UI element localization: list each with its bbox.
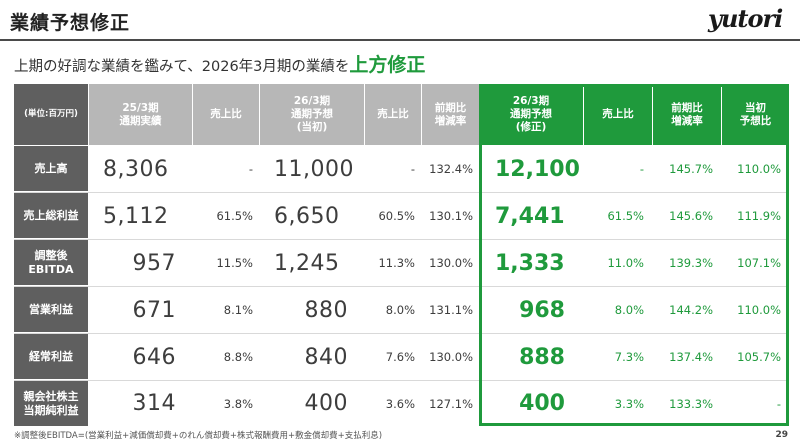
row-label: 売上高	[14, 146, 88, 192]
row-label: 営業利益	[14, 287, 88, 333]
header-unit: (単位:百万円)	[14, 84, 88, 145]
header-ratio-2: 売上比	[365, 84, 421, 145]
cell-value: 11.0%	[607, 256, 644, 270]
cell-value: 11,000	[274, 156, 354, 182]
cell-value: 8,306	[103, 156, 169, 182]
cell-value: 3.8%	[223, 396, 253, 411]
cell-value: 5,112	[103, 203, 169, 229]
cell-value: -	[248, 162, 253, 176]
table-row: 売上高 8,306 - 11,000 - 132.4% 12,100 - 145…	[14, 146, 789, 193]
cell-value: 110.0%	[737, 303, 781, 317]
cell-value: 107.1%	[737, 256, 781, 270]
header-ratio-3: 売上比	[584, 84, 652, 145]
row-label: 売上総利益	[14, 193, 88, 239]
cell-value: 133.3%	[669, 396, 713, 411]
cell-value: 1,333	[495, 250, 565, 276]
header-ratio-1: 売上比	[193, 84, 259, 145]
cell-value: 1,245	[274, 250, 340, 276]
header-fy26-revised: 26/3期 通期予想 (修正)	[479, 84, 583, 145]
cell-value: 646	[132, 344, 176, 370]
title-divider	[0, 39, 800, 41]
cell-value: 130.0%	[429, 350, 473, 364]
cell-value: 61.5%	[216, 209, 253, 223]
cell-value: 314	[132, 391, 176, 416]
table-row: 経常利益 646 8.8% 840 7.6% 130.0% 888 7.3% 1…	[14, 334, 789, 381]
cell-value: 130.1%	[429, 209, 473, 223]
cell-value: 968	[519, 297, 565, 323]
table-row: 売上総利益 5,112 61.5% 6,650 60.5% 130.1% 7,4…	[14, 193, 789, 240]
cell-value: 400	[519, 391, 565, 416]
cell-value: 145.7%	[669, 162, 713, 176]
row-label: 経常利益	[14, 334, 88, 380]
header-vs-initial: 当初 予想比	[722, 84, 789, 145]
cell-value: 7.6%	[385, 350, 415, 364]
cell-value: 840	[304, 344, 348, 370]
cell-value: 6,650	[274, 203, 340, 229]
cell-value: -	[639, 162, 644, 176]
logo-wordmark: yutori	[707, 4, 783, 33]
cell-value: 11.5%	[216, 256, 253, 270]
cell-value: -	[410, 162, 415, 176]
cell-value: 671	[132, 297, 176, 323]
subtitle-highlight: 上方修正	[349, 54, 426, 76]
cell-value: 8.0%	[614, 303, 644, 317]
cell-value: 7,441	[495, 203, 565, 229]
cell-value: 144.2%	[669, 303, 713, 317]
table-row: 親会社株主 当期純利益 314 3.8% 400 3.6% 127.1% 400…	[14, 381, 789, 426]
cell-value: 131.1%	[429, 303, 473, 317]
cell-value: 60.5%	[378, 209, 415, 223]
cell-value: 105.7%	[737, 350, 781, 364]
cell-value: -	[776, 396, 781, 411]
header-yoy-2: 前期比 増減率	[653, 84, 721, 145]
cell-value: 888	[519, 344, 565, 370]
cell-value: 8.8%	[223, 350, 253, 364]
cell-value: 7.3%	[614, 350, 644, 364]
cell-value: 130.0%	[429, 256, 473, 270]
cell-value: 145.6%	[669, 209, 713, 223]
cell-value: 3.3%	[614, 396, 644, 411]
slide-title: 業績予想修正	[10, 12, 131, 34]
cell-value: 11.3%	[378, 256, 415, 270]
cell-value: 957	[132, 250, 176, 276]
cell-value: 8.0%	[385, 303, 415, 317]
cell-value: 400	[304, 391, 348, 416]
cell-value: 3.6%	[385, 396, 415, 411]
forecast-table: (単位:百万円) 25/3期 通期実績 売上比 26/3期 通期予想 (当初) …	[14, 84, 789, 426]
footnote: ※調整後EBITDA=(営業利益+減価償却費+のれん償却費+株式報酬費用+敷金償…	[14, 431, 383, 441]
subtitle-lead: 上期の好調な業績を鑑みて、2026年3月期の業績を	[14, 59, 350, 75]
cell-value: 12,100	[495, 156, 580, 182]
table-row: 調整後 EBITDA 957 11.5% 1,245 11.3% 130.0% …	[14, 240, 789, 287]
cell-value: 110.0%	[737, 162, 781, 176]
cell-value: 880	[304, 297, 348, 323]
cell-value: 8.1%	[223, 303, 253, 317]
page-number: 29	[775, 430, 788, 440]
header-fy26-initial: 26/3期 通期予想 (当初)	[260, 84, 364, 145]
subtitle: 上期の好調な業績を鑑みて、2026年3月期の業績を上方修正	[14, 50, 425, 77]
row-label: 親会社株主 当期純利益	[14, 381, 88, 426]
cell-value: 137.4%	[669, 350, 713, 364]
table-header-row: (単位:百万円) 25/3期 通期実績 売上比 26/3期 通期予想 (当初) …	[14, 84, 789, 145]
cell-value: 139.3%	[669, 256, 713, 270]
header-fy25-actual: 25/3期 通期実績	[89, 84, 192, 145]
cell-value: 127.1%	[429, 396, 473, 411]
cell-value: 111.9%	[737, 209, 781, 223]
yutori-logo: yutori	[707, 4, 784, 33]
cell-value: 61.5%	[607, 209, 644, 223]
cell-value: 132.4%	[429, 162, 473, 176]
table-row: 営業利益 671 8.1% 880 8.0% 131.1% 968 8.0% 1…	[14, 287, 789, 334]
row-label: 調整後 EBITDA	[14, 240, 88, 286]
header-yoy-1: 前期比 増減率	[422, 84, 479, 145]
